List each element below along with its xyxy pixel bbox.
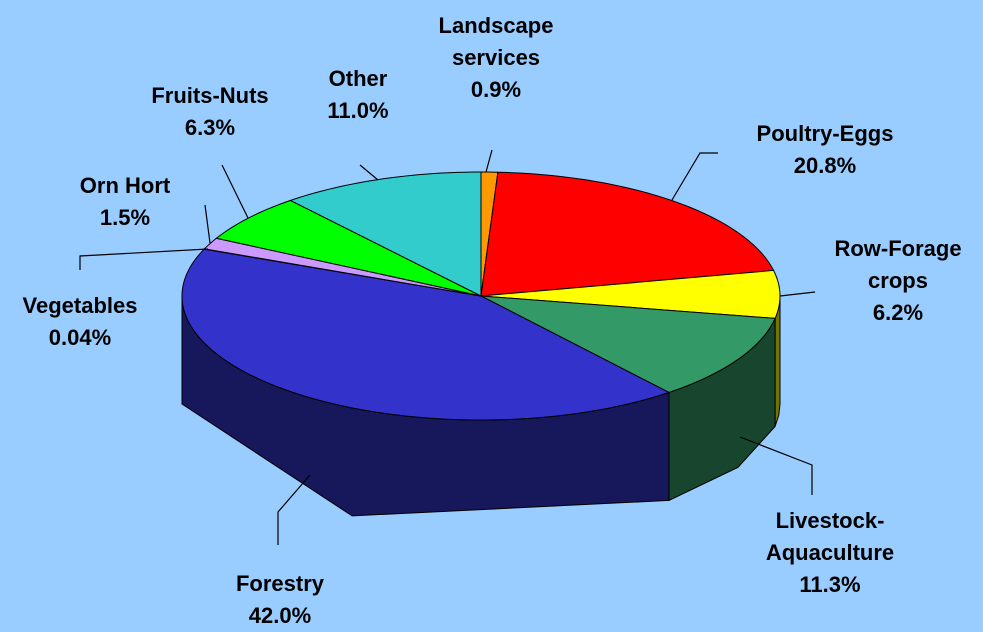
slice-label: Other 11.0% <box>298 63 418 127</box>
slice-name: Forestry <box>235 571 325 596</box>
slice-label: Row-Forage crops 6.2% <box>818 233 978 329</box>
slice-label: Orn Hort 1.5% <box>55 170 195 234</box>
slice-value: 11.0% <box>327 98 389 123</box>
slice-name: Livestock-Aquaculture <box>765 508 895 565</box>
slice-name: Landscape services <box>438 13 554 70</box>
slice-label: Vegetables 0.04% <box>0 290 160 354</box>
slice-name: Row-Forage crops <box>834 236 962 293</box>
leader-line <box>779 291 816 297</box>
slice-value: 6.2% <box>872 300 924 325</box>
leader-line <box>359 164 379 181</box>
slice-name: Fruits-Nuts <box>151 83 269 108</box>
slice <box>480 171 775 297</box>
slice-value: 11.3% <box>799 572 861 597</box>
leader-line <box>277 474 311 545</box>
slice <box>181 248 671 421</box>
slice-name: Orn Hort <box>79 173 171 198</box>
slice-label: Poultry-Eggs 20.8% <box>745 118 905 182</box>
slice-name: Other <box>328 66 388 91</box>
slice-value: 0.04% <box>48 325 112 350</box>
slice-name: Vegetables <box>22 293 138 318</box>
leader-line <box>221 164 249 219</box>
slice-label: Forestry 42.0% <box>210 568 350 632</box>
leader-line <box>79 248 209 270</box>
leader-line <box>671 152 718 201</box>
slice <box>215 199 482 297</box>
slice-value: 1.5% <box>99 205 151 230</box>
slice-name: Poultry-Eggs <box>756 121 894 146</box>
slice <box>480 269 781 319</box>
slice-value: 42.0% <box>248 603 312 628</box>
slice <box>480 295 776 393</box>
page: (() => { const data = JSON.parse(documen… <box>0 10 978 628</box>
slice-label: Livestock-Aquaculture 11.3% <box>760 505 900 601</box>
slice-label: Fruits-Nuts 6.3% <box>130 80 290 144</box>
slice <box>289 171 482 297</box>
leader-line <box>739 436 813 495</box>
leader-line <box>204 204 211 244</box>
slice-value: 0.9% <box>470 77 522 102</box>
leader-line <box>485 149 493 173</box>
slice-value: 20.8% <box>793 153 857 178</box>
slice-label: Landscape services 0.9% <box>421 10 571 106</box>
chart <box>79 149 816 545</box>
slice-value: 6.3% <box>184 115 236 140</box>
